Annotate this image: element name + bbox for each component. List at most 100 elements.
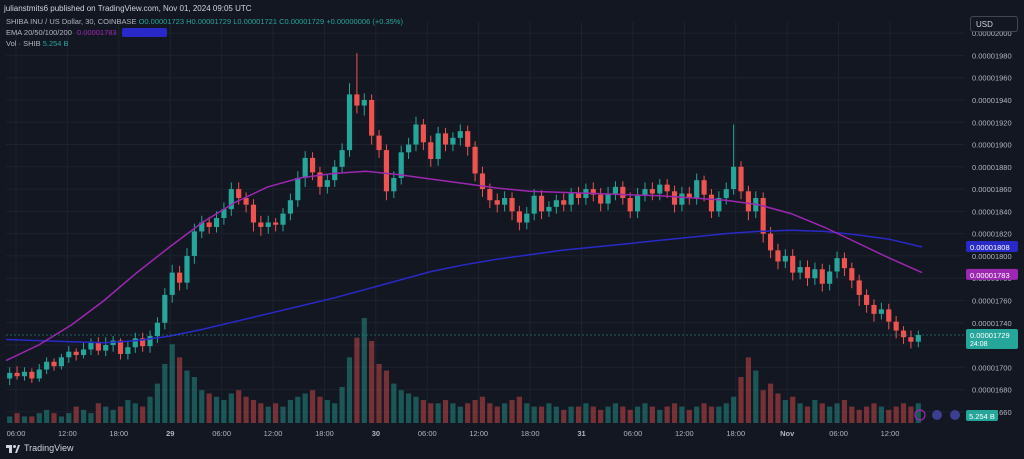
volume-bar bbox=[265, 406, 271, 423]
candle-body bbox=[339, 150, 345, 167]
candle-body bbox=[605, 193, 611, 204]
candle-body bbox=[117, 340, 124, 354]
candle-body bbox=[635, 194, 641, 212]
tradingview-logo[interactable]: TradingView bbox=[6, 443, 74, 453]
volume-bar bbox=[716, 406, 722, 423]
volume-bar bbox=[213, 396, 220, 423]
volume-bar bbox=[302, 393, 308, 423]
volume-bar bbox=[339, 386, 345, 423]
candle-body bbox=[524, 213, 530, 223]
volume-bar bbox=[44, 409, 50, 423]
ema-fast-price-tag-bg bbox=[966, 268, 1018, 280]
symbol-label: SHIBA INU / US Dollar, 30, COINBASE bbox=[6, 17, 137, 26]
candle-body bbox=[797, 267, 803, 273]
candle-body bbox=[790, 255, 796, 273]
legend-ema-row: EMA 20/50/100/200 0.00001783 0.00001808 bbox=[6, 28, 168, 37]
volume-bar bbox=[103, 406, 109, 423]
candle-body bbox=[782, 255, 788, 262]
candle-body bbox=[502, 197, 508, 205]
volume-bar bbox=[812, 400, 818, 423]
volume-bar bbox=[80, 409, 87, 423]
volume-bar bbox=[221, 400, 227, 423]
volume-bar bbox=[73, 406, 79, 423]
countdown-label: 24:08 bbox=[970, 341, 988, 348]
candle-body bbox=[767, 233, 774, 251]
candle-body bbox=[36, 369, 42, 379]
volume-bar bbox=[797, 403, 803, 423]
volume-bar bbox=[191, 377, 197, 423]
candle-body bbox=[406, 144, 412, 153]
volume-bar bbox=[731, 396, 737, 423]
candle-body bbox=[169, 272, 175, 295]
ema-slow-price-tag-bg bbox=[966, 241, 1018, 253]
candle-body bbox=[413, 124, 419, 145]
price-tick-label: 0.00001960 bbox=[972, 74, 1012, 83]
candle-body bbox=[435, 133, 441, 160]
time-tick-label: 12:00 bbox=[675, 429, 694, 438]
candle-body bbox=[361, 99, 367, 106]
volume-bar bbox=[590, 406, 596, 423]
price-tick-label: 0.00001940 bbox=[972, 96, 1012, 105]
candle-body bbox=[465, 131, 471, 147]
volume-value: 5.254 B bbox=[42, 39, 69, 48]
volume-bar bbox=[354, 337, 360, 423]
time-tick-label: 29 bbox=[166, 429, 174, 438]
us-flag-icon bbox=[932, 410, 942, 420]
candle-body bbox=[428, 142, 434, 160]
candle-body bbox=[177, 272, 183, 283]
time-tick-label: 12:00 bbox=[264, 429, 283, 438]
volume-bar bbox=[701, 403, 707, 423]
price-tick-label: 0.00002000 bbox=[972, 29, 1012, 38]
time-tick-label: 06:00 bbox=[829, 429, 848, 438]
candle-body bbox=[664, 184, 670, 192]
candle-body bbox=[51, 361, 57, 367]
candle-body bbox=[191, 231, 197, 256]
volume-bar bbox=[258, 403, 264, 423]
volume-bar bbox=[369, 340, 375, 423]
candle-body bbox=[147, 336, 153, 347]
volume-bar bbox=[250, 400, 257, 423]
candle-body bbox=[538, 195, 545, 212]
volume-bar bbox=[671, 403, 678, 423]
candle-body bbox=[546, 206, 552, 212]
candle-body bbox=[206, 222, 212, 227]
candle-body bbox=[295, 177, 301, 201]
candle-body bbox=[575, 193, 582, 198]
volume-bar bbox=[332, 403, 338, 423]
volume-bar bbox=[398, 390, 404, 423]
candle-body bbox=[738, 166, 744, 192]
volume-bar bbox=[376, 363, 382, 423]
candle-body bbox=[88, 342, 94, 350]
time-tick-label: 06:00 bbox=[624, 429, 643, 438]
volume-bar bbox=[782, 400, 788, 423]
time-tick-label: 18:00 bbox=[315, 429, 334, 438]
volume-bar bbox=[184, 370, 190, 423]
candle-body bbox=[376, 135, 382, 151]
time-tick-label: 06:00 bbox=[212, 429, 231, 438]
candle-body bbox=[531, 195, 537, 214]
volume-bar bbox=[450, 403, 456, 423]
price-tick-label: 0.00001900 bbox=[972, 141, 1012, 150]
volume-bar bbox=[177, 357, 183, 423]
volume-bar bbox=[51, 413, 57, 423]
volume-bar bbox=[487, 403, 493, 423]
candle-body bbox=[723, 189, 729, 198]
candle-body bbox=[125, 347, 131, 354]
candle-body bbox=[479, 173, 486, 190]
candle-body bbox=[612, 186, 619, 194]
candle-body bbox=[280, 213, 286, 225]
candle-body bbox=[228, 189, 234, 210]
candle-body bbox=[516, 211, 522, 223]
volume-bar bbox=[236, 390, 242, 423]
candle-body bbox=[553, 200, 559, 207]
price-tick-label: 0.00001760 bbox=[972, 296, 1012, 305]
volume-bar bbox=[29, 416, 35, 423]
volume-bar bbox=[657, 409, 663, 423]
volume-bar bbox=[147, 396, 153, 423]
currency-button[interactable]: USD bbox=[970, 16, 1018, 32]
candle-body bbox=[213, 218, 220, 227]
price-chart[interactable]: 0.00002000 0.00001980 0.00001960 0.00001940… bbox=[0, 0, 1024, 440]
volume-bar bbox=[546, 403, 552, 423]
candle-body bbox=[627, 197, 633, 212]
volume-bar bbox=[886, 409, 892, 423]
